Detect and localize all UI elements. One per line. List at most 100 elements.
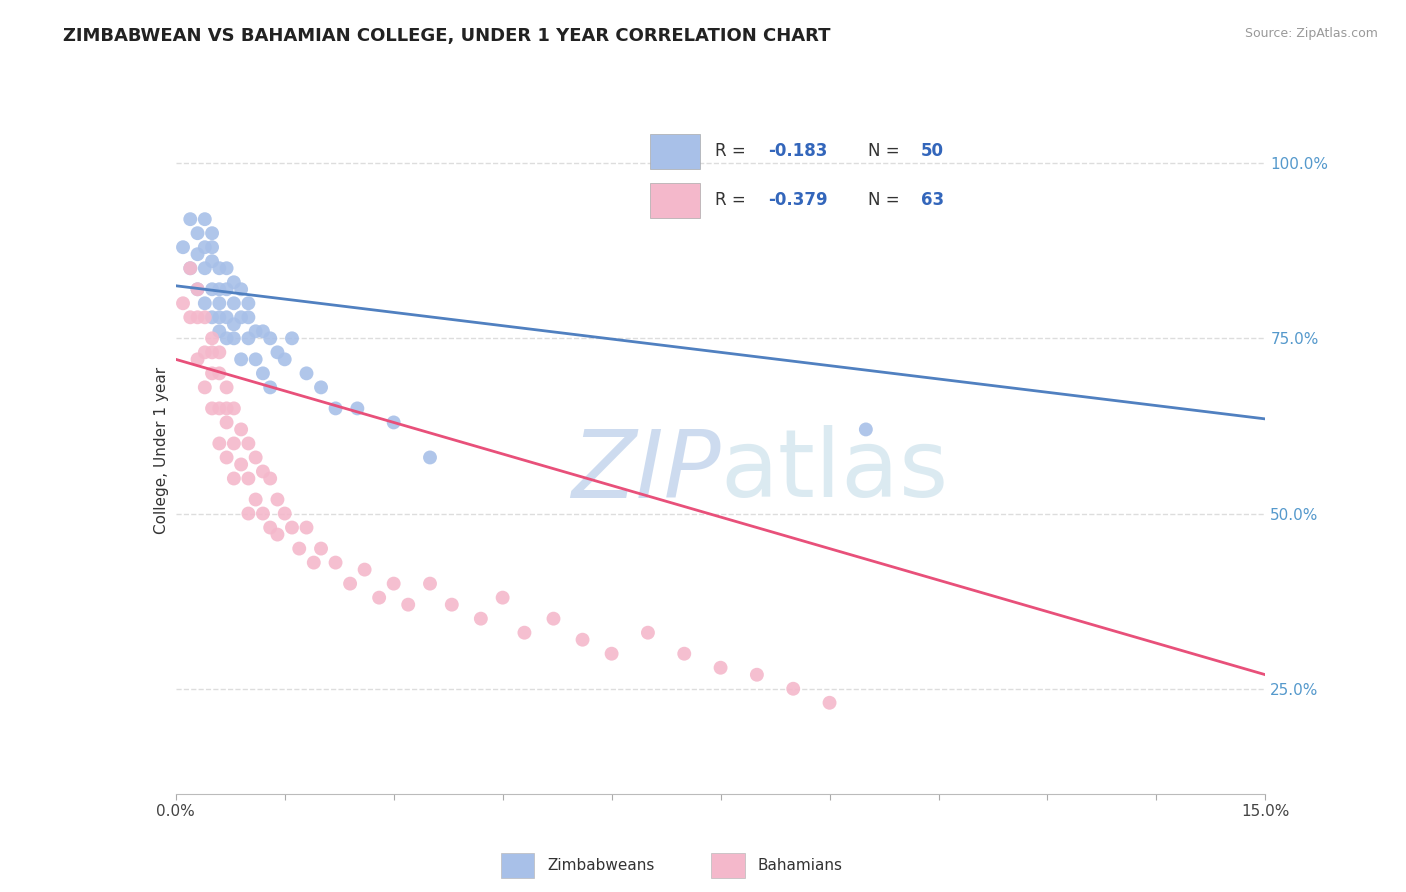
Point [339,576,361,591]
Point [215,331,238,345]
Text: Bahamians: Bahamians [758,858,842,872]
Point [194,240,217,254]
Point [673,647,696,661]
Point [222,471,245,485]
Point [208,367,231,381]
Point [186,310,209,325]
Point [259,331,281,345]
Point [492,591,515,605]
Point [201,282,224,296]
Point [325,556,347,570]
Point [245,352,267,367]
Point [194,345,217,359]
Point [231,422,253,436]
Point [215,416,238,430]
Point [419,576,441,591]
Point [215,401,238,416]
Point [252,465,274,479]
Point [543,612,565,626]
Point [208,401,231,416]
Point [295,367,318,381]
Point [368,591,391,605]
Point [231,282,253,296]
Point [440,598,463,612]
Point [231,352,253,367]
Point [238,436,260,450]
Point [215,261,238,276]
Point [382,416,405,430]
Point [179,212,201,227]
Point [186,352,209,367]
Point [179,310,201,325]
Point [252,324,274,338]
Point [222,275,245,289]
Point [172,240,194,254]
Point [782,681,804,696]
Point [637,625,659,640]
Point [266,345,288,359]
Point [208,436,231,450]
Point [231,458,253,472]
Point [238,471,260,485]
Point [222,436,245,450]
Point [309,541,332,556]
Point [419,450,441,465]
Point [208,261,231,276]
Point [302,556,325,570]
Point [325,401,347,416]
Point [274,507,297,521]
Point [208,345,231,359]
Point [172,296,194,310]
Point [818,696,841,710]
Point [238,296,260,310]
Point [201,254,224,268]
Point [194,380,217,394]
Point [266,527,288,541]
Point [259,380,281,394]
Point [238,507,260,521]
Point [201,401,224,416]
Point [201,367,224,381]
Y-axis label: College, Under 1 year: College, Under 1 year [153,367,169,534]
Point [855,422,877,436]
Point [179,261,201,276]
Point [309,380,332,394]
Point [245,450,267,465]
Point [201,331,224,345]
Point [179,261,201,276]
Point [215,310,238,325]
Point [266,492,288,507]
Point [201,310,224,325]
Point [259,520,281,534]
Point [231,310,253,325]
Text: Zimbabweans: Zimbabweans [547,858,654,872]
Point [346,401,368,416]
Text: ZIP: ZIP [571,425,721,516]
Point [208,310,231,325]
Point [288,541,311,556]
Point [252,507,274,521]
Point [222,331,245,345]
Point [208,324,231,338]
Point [201,226,224,240]
Point [513,625,536,640]
Bar [711,853,745,878]
Point [186,282,209,296]
Point [382,576,405,591]
Point [194,310,217,325]
Point [245,492,267,507]
Point [295,520,318,534]
Bar [501,853,534,878]
Point [710,661,733,675]
Point [571,632,593,647]
Point [353,563,375,577]
Point [222,401,245,416]
Text: ZIMBABWEAN VS BAHAMIAN COLLEGE, UNDER 1 YEAR CORRELATION CHART: ZIMBABWEAN VS BAHAMIAN COLLEGE, UNDER 1 … [63,27,831,45]
Point [201,345,224,359]
Point [222,318,245,332]
Point [215,450,238,465]
Point [245,324,267,338]
Text: atlas: atlas [721,425,949,517]
Point [201,240,224,254]
Point [194,261,217,276]
